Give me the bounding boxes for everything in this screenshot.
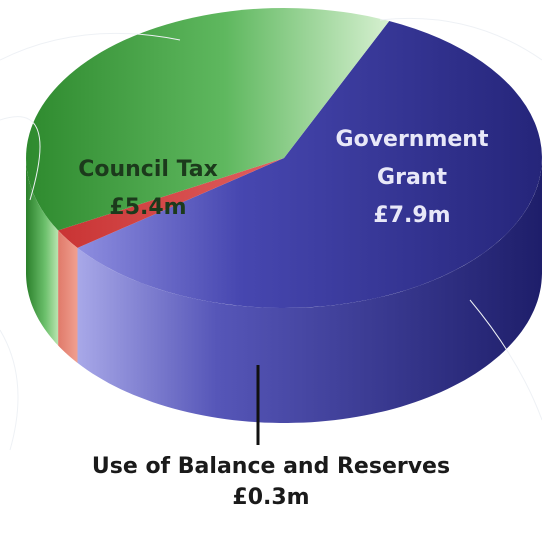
reserves-value: £0.3m [0, 485, 542, 510]
reserves-label: Use of Balance and Reserves [0, 454, 542, 479]
